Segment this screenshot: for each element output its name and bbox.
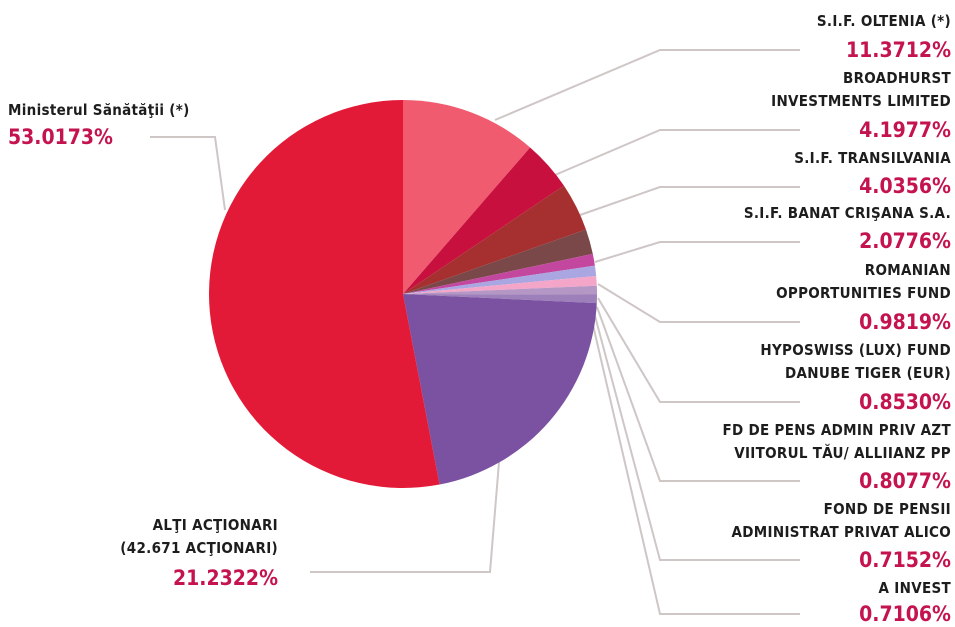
value-label: 21.2322% — [173, 566, 278, 590]
pie-slice — [403, 253, 595, 294]
slice-label: ALŢI ACŢIONARI (42.671 ACŢIONARI) — [120, 516, 278, 557]
value-label: 4.1977% — [859, 118, 951, 142]
slice-label: S.I.F. TRANSILVANIA — [794, 149, 951, 167]
pie-slice — [403, 294, 597, 304]
slice-label: A INVEST — [878, 579, 951, 597]
leader-line — [494, 49, 800, 121]
leader-line — [597, 283, 800, 323]
pie-slice — [403, 294, 597, 485]
leader-line — [597, 297, 800, 403]
leaders — [150, 49, 800, 615]
leader-line — [310, 449, 501, 573]
value-label: 0.9819% — [859, 310, 951, 334]
leader-line — [579, 186, 800, 216]
leader-line — [596, 306, 800, 482]
slice-label: HYPOSWISS (LUX) FUND DANUBE TIGER (EUR) — [760, 341, 951, 382]
pie-slice — [403, 185, 586, 294]
slice-label: S.I.F. OLTENIA (*) — [816, 12, 951, 30]
value-label: 2.0776% — [859, 229, 951, 253]
pie-slice — [403, 229, 593, 294]
slice-label: Ministerul Sănătăţii (*) — [8, 101, 190, 119]
pie-slice — [209, 100, 440, 488]
slice-label: ROMANIAN OPPORTUNITIES FUND — [776, 261, 951, 302]
slice-label: BROADHURST INVESTMENTS LIMITED — [771, 69, 951, 110]
value-label: 53.0173% — [8, 125, 113, 149]
leader-line — [594, 241, 800, 263]
leader-line — [554, 129, 800, 176]
pie-slice — [403, 147, 564, 294]
value-label: 4.0356% — [859, 174, 951, 198]
leader-line — [594, 315, 800, 561]
value-label: 0.8077% — [859, 469, 951, 493]
pie-slice — [403, 100, 531, 294]
slice-label: FOND DE PENSII ADMINISTRAT PRIVAT ALICO — [731, 500, 951, 541]
value-label: 0.7106% — [859, 602, 951, 626]
pie-slice — [403, 275, 597, 294]
leader-line — [592, 324, 800, 615]
slice-label: S.I.F. BANAT CRIŞANA S.A. — [743, 204, 951, 222]
value-label: 11.3712% — [846, 38, 951, 62]
value-label: 0.8530% — [859, 390, 951, 414]
pie-slice — [403, 285, 597, 295]
pie-slice — [403, 265, 597, 294]
value-label: 0.7152% — [859, 548, 951, 572]
leader-line — [150, 136, 226, 211]
slice-label: FD DE PENS ADMIN PRIV AZT VIITORUL TĂU/ … — [722, 421, 951, 462]
